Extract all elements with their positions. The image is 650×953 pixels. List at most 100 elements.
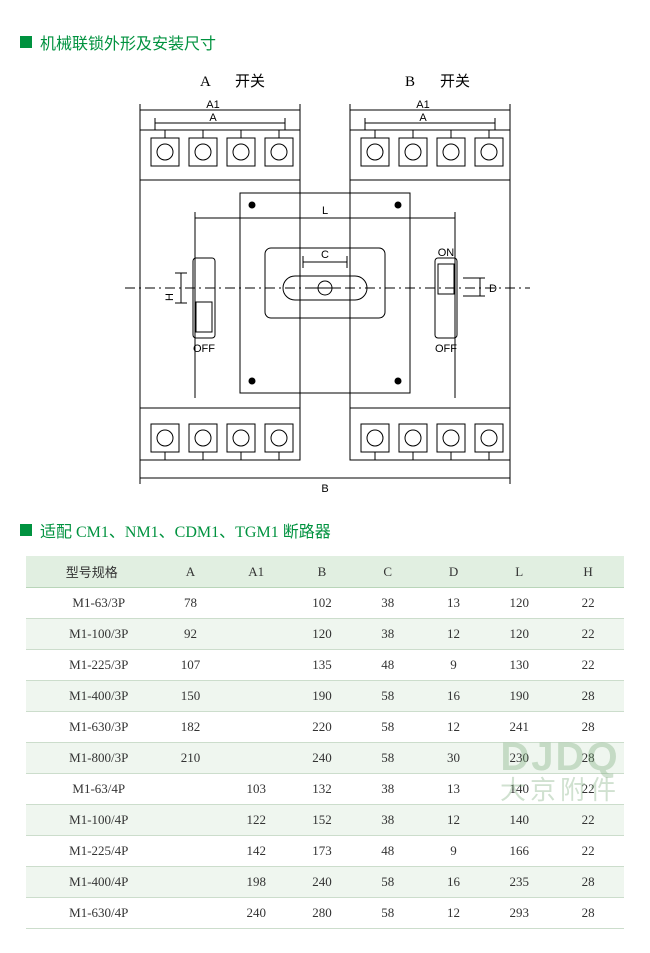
col-header: L	[486, 556, 552, 588]
cell-value	[223, 712, 289, 743]
section-title-1: 机械联锁外形及安装尺寸	[40, 30, 216, 54]
cell-value: 240	[289, 867, 355, 898]
terminals-top-right	[361, 130, 503, 166]
cell-model: M1-63/3P	[26, 588, 158, 619]
diagram-label-switch-b: 开关	[440, 73, 470, 90]
cell-model: M1-400/3P	[26, 681, 158, 712]
cell-value: 22	[552, 619, 624, 650]
cell-value: 58	[355, 681, 421, 712]
col-header: A1	[223, 556, 289, 588]
diagram-label-a: A	[200, 74, 211, 90]
cell-value: 28	[552, 743, 624, 774]
cell-value: 190	[289, 681, 355, 712]
cell-value: 293	[486, 898, 552, 929]
cell-value	[223, 588, 289, 619]
table-row: M1-800/3P210240583023028	[26, 743, 624, 774]
cell-value: 135	[289, 650, 355, 681]
cell-value: 28	[552, 898, 624, 929]
cell-value: 12	[421, 619, 487, 650]
diagram-label-switch-a: 开关	[235, 73, 265, 90]
cell-value: 142	[223, 836, 289, 867]
mechanical-interlock-diagram: A 开关 B 开关 A1 A A1	[85, 68, 565, 494]
cell-value	[158, 836, 224, 867]
cell-value: 58	[355, 867, 421, 898]
cell-value: 198	[223, 867, 289, 898]
off-label-right: OFF	[435, 343, 457, 355]
cell-value: 28	[552, 867, 624, 898]
cell-value	[158, 898, 224, 929]
cell-value: 120	[289, 619, 355, 650]
col-header: A	[158, 556, 224, 588]
cell-value: 22	[552, 836, 624, 867]
spec-tbody: M1-63/3P78102381312022M1-100/3P921203812…	[26, 588, 624, 929]
cell-value: 58	[355, 743, 421, 774]
col-header: D	[421, 556, 487, 588]
table-row: M1-225/4P14217348916622	[26, 836, 624, 867]
cell-value: 58	[355, 898, 421, 929]
cell-value: 132	[289, 774, 355, 805]
cell-model: M1-800/3P	[26, 743, 158, 774]
spec-header-row: 型号规格AA1BCDLH	[26, 556, 624, 588]
cell-value: 22	[552, 588, 624, 619]
cell-value: 182	[158, 712, 224, 743]
cell-value: 9	[421, 650, 487, 681]
col-header: H	[552, 556, 624, 588]
cell-value: 220	[289, 712, 355, 743]
cell-value: 166	[486, 836, 552, 867]
table-row: M1-225/3P10713548913022	[26, 650, 624, 681]
table-row: M1-100/4P122152381214022	[26, 805, 624, 836]
dim-c: C	[321, 249, 329, 261]
cell-value	[223, 619, 289, 650]
cell-value: 16	[421, 867, 487, 898]
diagram-label-b: B	[405, 74, 415, 90]
spec-table: 型号规格AA1BCDLH M1-63/3P78102381312022M1-10…	[26, 556, 624, 929]
cell-model: M1-225/3P	[26, 650, 158, 681]
cell-value: 107	[158, 650, 224, 681]
cell-value: 235	[486, 867, 552, 898]
cell-value: 102	[289, 588, 355, 619]
cell-value: 12	[421, 805, 487, 836]
section-header-1: 机械联锁外形及安装尺寸	[20, 30, 630, 54]
cell-model: M1-63/4P	[26, 774, 158, 805]
table-row: M1-630/4P240280581229328	[26, 898, 624, 929]
cell-model: M1-100/4P	[26, 805, 158, 836]
cell-value: 38	[355, 805, 421, 836]
dim-d: D	[489, 283, 497, 295]
cell-value: 92	[158, 619, 224, 650]
cell-value: 48	[355, 650, 421, 681]
section-header-2: 适配 CM1、NM1、CDM1、TGM1 断路器	[20, 518, 630, 542]
cell-value: 240	[289, 743, 355, 774]
table-row: M1-100/3P92120381212022	[26, 619, 624, 650]
cell-value: 150	[158, 681, 224, 712]
cell-value: 16	[421, 681, 487, 712]
cell-value: 12	[421, 712, 487, 743]
col-header: B	[289, 556, 355, 588]
dim-b: B	[321, 483, 328, 494]
terminals-bottom-left	[151, 424, 293, 460]
cell-value: 22	[552, 774, 624, 805]
cell-model: M1-225/4P	[26, 836, 158, 867]
cell-model: M1-100/3P	[26, 619, 158, 650]
on-label-right: ON	[438, 247, 455, 259]
cell-value: 120	[486, 619, 552, 650]
cell-value	[223, 681, 289, 712]
cell-value	[223, 650, 289, 681]
dim-l: L	[322, 205, 328, 217]
cell-value	[158, 774, 224, 805]
cell-value: 122	[223, 805, 289, 836]
cell-value: 13	[421, 588, 487, 619]
cell-value: 22	[552, 650, 624, 681]
cell-value: 9	[421, 836, 487, 867]
cell-value: 190	[486, 681, 552, 712]
cell-value: 38	[355, 588, 421, 619]
dim-h: H	[164, 293, 176, 301]
cell-value: 140	[486, 805, 552, 836]
dim-a1-right: A1	[416, 99, 429, 111]
terminals-top-left	[151, 130, 293, 166]
cell-model: M1-630/3P	[26, 712, 158, 743]
col-header: 型号规格	[26, 556, 158, 588]
bullet-icon	[20, 36, 32, 48]
section-title-2: 适配 CM1、NM1、CDM1、TGM1 断路器	[40, 518, 331, 542]
terminals-bottom-right	[361, 424, 503, 460]
table-row: M1-400/4P198240581623528	[26, 867, 624, 898]
